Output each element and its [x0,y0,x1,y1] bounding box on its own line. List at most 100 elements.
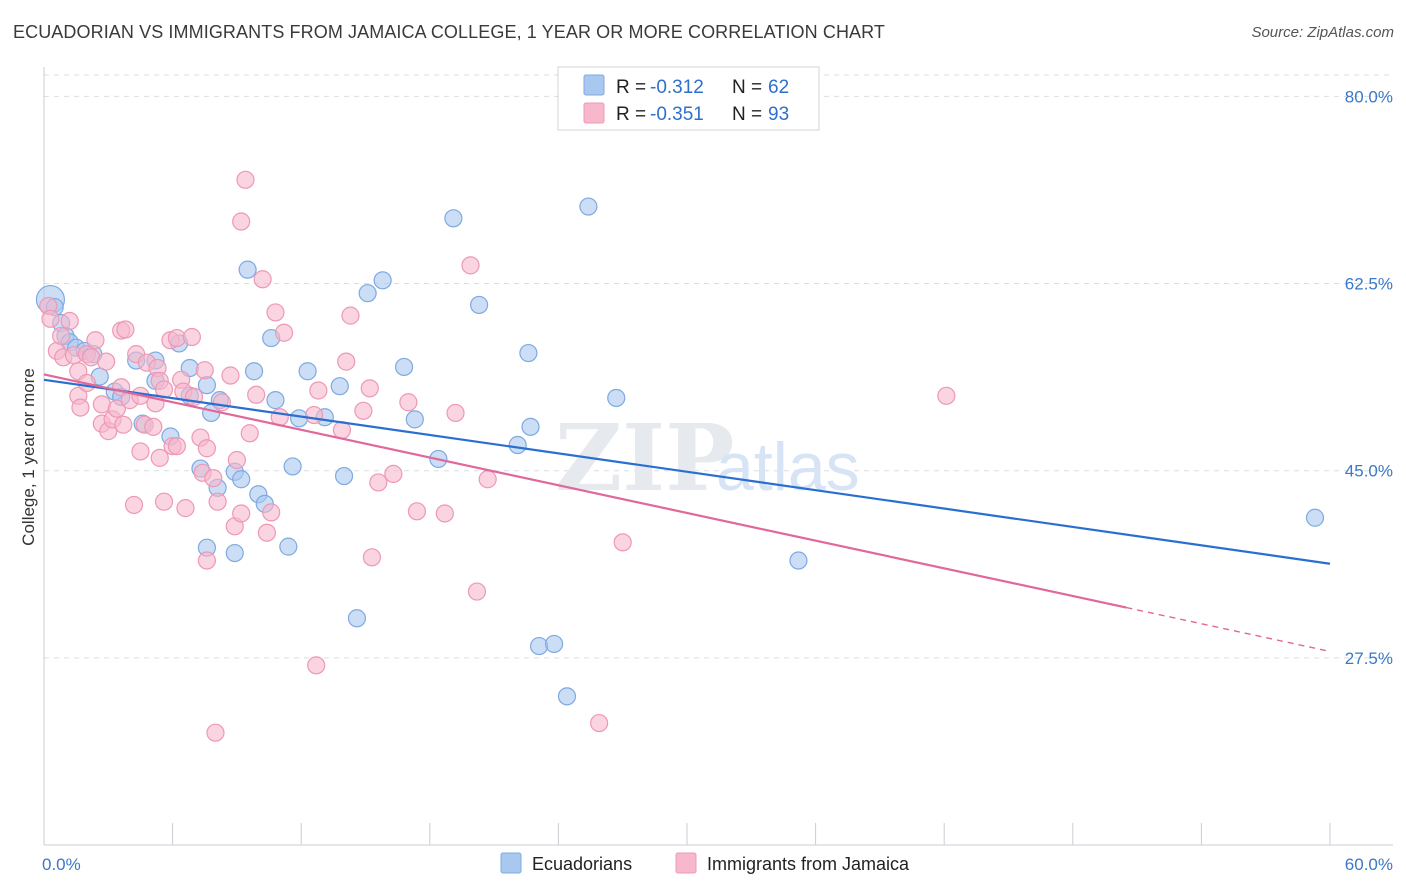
point-jamaica [208,492,227,511]
point-jamaica [144,417,163,436]
y-tick-label: 45.0% [1345,462,1393,481]
point-ecuadorian [469,295,489,315]
point-jamaica [124,495,144,515]
point-jamaica [247,385,266,404]
point-jamaica [116,320,135,339]
point-jamaica [435,504,454,523]
legend-n-label-2: N = [732,104,762,125]
point-jamaica [107,399,126,418]
point-ecuadorian [347,609,367,628]
point-jamaica [212,393,231,412]
point-jamaica [236,170,255,189]
point-jamaica [41,309,60,328]
point-jamaica [167,436,186,456]
legend-n-value-2: 93 [768,104,789,125]
bottom-legend-label-ecuadorians: Ecuadorians [532,854,632,874]
point-jamaica [197,551,216,570]
y-axis-label: College, 1 year or more [19,368,38,546]
point-jamaica [82,348,101,367]
point-jamaica [384,464,403,484]
legend-n-label-1: N = [732,77,762,98]
point-jamaica [240,424,259,443]
point-jamaica [262,503,281,522]
series-jamaica [39,170,956,742]
point-jamaica [337,352,356,371]
point-jamaica [114,415,133,434]
series-legend: Ecuadorians Immigrants from Jamaica [500,852,910,874]
point-jamaica [232,504,251,523]
legend-swatch-blue [583,74,605,96]
y-tick-labels: 80.0% 62.5% 45.0% 27.5% [1345,87,1393,667]
trend-line-jamaica [43,373,1127,609]
point-jamaica [369,473,388,492]
point-ecuadorian [283,457,302,476]
bottom-legend-label-jamaica: Immigrants from Jamaica [707,854,910,874]
chart-title: ECUADORIAN VS IMMIGRANTS FROM JAMAICA CO… [13,22,886,42]
point-jamaica [354,401,373,420]
trend-lines [43,373,1331,653]
point-jamaica [407,502,427,521]
point-jamaica [257,523,277,542]
point-ecuadorian [545,634,564,654]
bottom-legend-swatch-pink [675,852,697,874]
legend-n-value-1: 62 [768,77,789,98]
point-ecuadorian [789,551,808,570]
point-ecuadorian [330,377,349,396]
point-ecuadorian [279,537,298,556]
point-jamaica [71,398,90,417]
point-ecuadorian [405,410,424,429]
point-jamaica [176,499,195,518]
watermark: ZIP atlas [555,404,860,512]
point-jamaica [253,270,272,289]
trend-line-jamaica-extension [1126,606,1331,653]
point-ecuadorian [519,343,538,363]
point-jamaica [399,393,418,412]
point-jamaica [92,395,111,414]
point-jamaica [446,403,465,423]
point-jamaica [590,713,609,733]
point-ecuadorian [508,435,527,455]
point-jamaica [227,450,246,470]
source-credit: Source: ZipAtlas.com [1251,24,1394,41]
point-jamaica [150,448,169,467]
point-ecuadorian [521,417,540,436]
point-jamaica [461,256,480,275]
point-ecuadorian [557,687,577,706]
point-ecuadorian [358,284,377,303]
point-jamaica [195,361,214,380]
point-jamaica [97,352,116,371]
trend-line-ecuadorians [43,378,1331,565]
point-jamaica [362,548,382,567]
watermark-zip: ZIP [555,404,734,512]
point-jamaica [60,311,79,331]
y-tick-label: 62.5% [1345,275,1393,294]
point-jamaica [206,723,225,742]
point-ecuadorian [232,470,251,489]
point-jamaica [131,442,150,461]
legend-r-value-1: -0.312 [650,77,704,98]
point-ecuadorian [394,357,414,377]
point-jamaica [266,303,285,322]
point-jamaica [182,327,201,347]
point-jamaica [221,366,240,385]
point-jamaica [360,379,379,398]
y-tick-label: 80.0% [1345,87,1393,106]
point-ecuadorian [238,260,257,279]
point-ecuadorian [1305,508,1325,527]
point-ecuadorian [298,362,317,381]
point-ecuadorian [530,636,549,656]
point-jamaica [613,533,632,552]
legend-r-label-1: R = [616,77,646,98]
y-tick-label: 27.5% [1345,649,1393,668]
point-jamaica [341,306,360,325]
point-jamaica [309,381,328,400]
point-ecuadorian [444,209,463,228]
point-ecuadorian [334,466,354,486]
point-jamaica [167,328,186,348]
legend-r-value-2: -0.351 [650,104,704,125]
point-ecuadorian [244,362,264,381]
point-ecuadorian [266,391,285,410]
legend-swatch-pink [583,102,605,124]
point-jamaica [154,492,174,511]
